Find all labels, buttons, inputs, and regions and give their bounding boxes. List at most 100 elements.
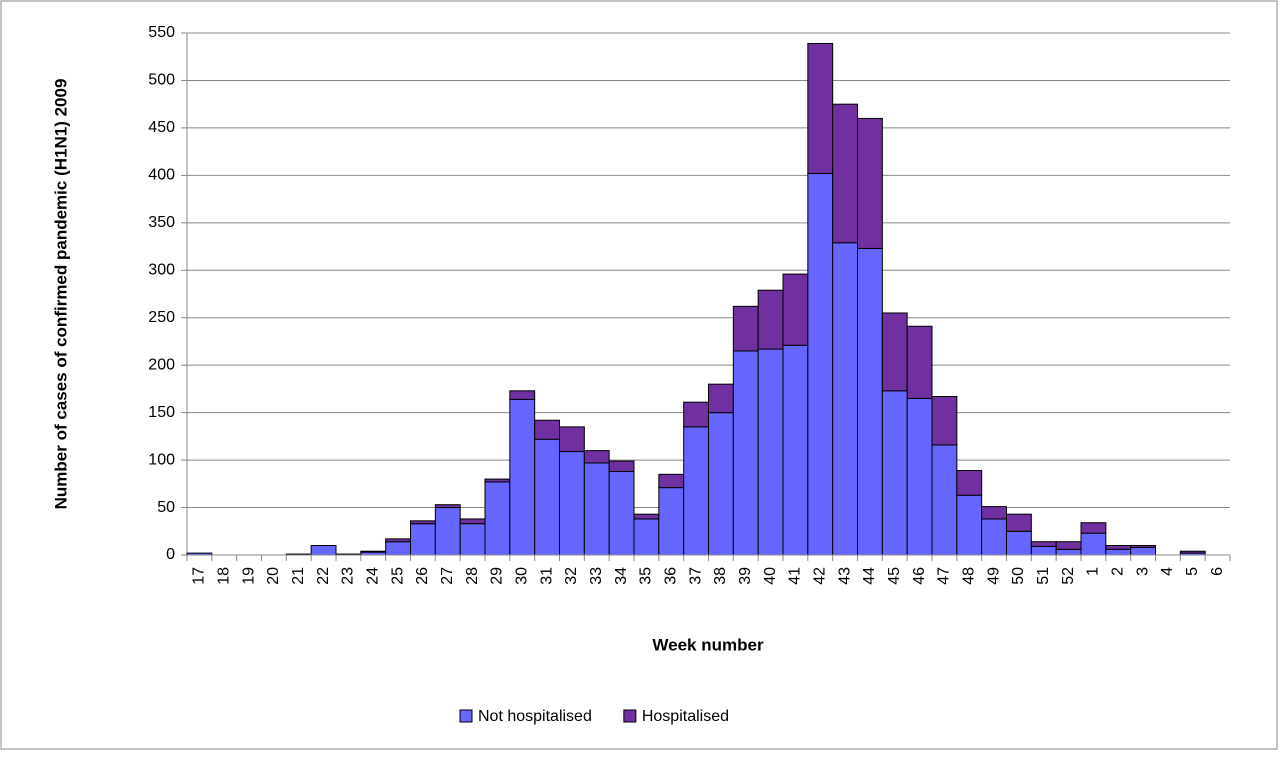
y-tick-label: 350 (148, 214, 175, 231)
bar-segment (534, 419, 561, 440)
x-tick-label: 45 (886, 567, 903, 585)
bar-segment (732, 305, 759, 352)
bar-segment (559, 451, 585, 556)
x-tick-label: 36 (662, 567, 679, 585)
bar-segment (931, 396, 958, 446)
x-tick-label: 38 (712, 567, 729, 585)
bar-segment (534, 438, 561, 556)
x-tick-label: 52 (1060, 567, 1077, 585)
x-tick-label: 25 (389, 567, 406, 585)
bar-segment (1179, 550, 1206, 554)
bar-segment (1105, 545, 1132, 550)
x-tick-label: 27 (439, 567, 456, 585)
x-tick-label: 29 (489, 567, 506, 585)
y-tick-label: 500 (148, 72, 175, 89)
legend-label: Not hospitalised (478, 708, 592, 725)
bar-segment (434, 507, 461, 556)
x-tick-label: 5 (1184, 567, 1201, 576)
bar-segment (956, 494, 983, 556)
bar-segment (633, 518, 660, 556)
x-tick-label: 3 (1134, 567, 1151, 576)
bar-segment (410, 520, 436, 525)
legend-swatch (459, 709, 473, 723)
x-tick-label: 40 (762, 567, 779, 585)
x-tick-label: 18 (215, 567, 232, 585)
x-tick-label: 21 (290, 567, 307, 585)
bar-segment (757, 348, 784, 556)
x-tick-label: 23 (340, 567, 357, 585)
bar-segment (385, 538, 411, 543)
y-tick-label: 450 (148, 119, 175, 136)
y-tick-label: 550 (148, 24, 175, 41)
bar-segment (583, 462, 610, 556)
bar-segment (956, 470, 983, 496)
x-tick-label: 1 (1085, 567, 1102, 576)
bar-segment (1030, 545, 1057, 556)
x-tick-label: 41 (787, 567, 804, 585)
bar-segment (782, 344, 809, 556)
x-tick-label: 39 (737, 567, 754, 585)
bar-segment (708, 412, 734, 556)
y-tick-label: 300 (148, 261, 175, 278)
y-tick-label: 100 (148, 451, 175, 468)
x-tick-label: 32 (563, 567, 580, 585)
bar-segment (385, 541, 411, 556)
legend-swatch (623, 709, 637, 723)
y-axis-title: Number of cases of confirmed pandemic (H… (51, 79, 70, 510)
bar-segment (1080, 532, 1107, 556)
legend-label: Hospitalised (642, 708, 729, 725)
y-tick-label: 0 (166, 546, 175, 563)
bar-segment (981, 506, 1008, 520)
bar-segment (683, 401, 710, 428)
bar-segment (310, 545, 337, 556)
bar-segment (509, 398, 536, 556)
bar-segment (906, 325, 933, 399)
bar-segment (658, 473, 685, 489)
bar-segment (1130, 546, 1156, 556)
x-tick-label: 17 (191, 567, 208, 585)
bar-segment (881, 312, 908, 392)
x-tick-label: 20 (265, 567, 282, 585)
bar-segment (807, 42, 834, 174)
x-tick-label: 19 (240, 567, 257, 585)
y-tick-label: 250 (148, 309, 175, 326)
bar-segment (633, 513, 660, 520)
x-tick-label: 31 (538, 567, 555, 585)
bar-segment (708, 383, 734, 414)
x-axis-title: Week number (652, 635, 764, 654)
bar-segment (1030, 541, 1057, 547)
x-tick-label: 24 (364, 567, 381, 585)
bar-segment (1006, 530, 1032, 556)
bar-segment (832, 103, 859, 244)
bar-segment (360, 550, 387, 553)
x-tick-label: 48 (960, 567, 977, 585)
x-tick-label: 33 (588, 567, 605, 585)
bar-segment (832, 242, 859, 556)
bar-segment (608, 460, 635, 472)
bar-segment (857, 117, 883, 249)
y-tick-label: 200 (148, 356, 175, 373)
x-tick-label: 30 (513, 567, 530, 585)
bar-segment (459, 518, 486, 525)
bar-segment (857, 247, 883, 556)
bar-segment (1055, 541, 1082, 550)
x-tick-label: 4 (1159, 567, 1176, 576)
bar-segment (509, 390, 536, 400)
bar-segment (1105, 548, 1132, 556)
x-tick-label: 28 (464, 567, 481, 585)
bar-segment (608, 470, 635, 556)
x-tick-label: 2 (1109, 567, 1126, 576)
bar-segment (757, 289, 784, 350)
x-tick-label: 34 (613, 567, 630, 585)
x-tick-label: 47 (936, 567, 953, 585)
bar-segment (559, 426, 585, 453)
x-tick-label: 46 (911, 567, 928, 585)
y-tick-label: 400 (148, 167, 175, 184)
bar-segment (881, 390, 908, 556)
x-tick-label: 37 (687, 567, 704, 585)
bar-segment (1080, 522, 1107, 534)
bar-segment (981, 518, 1008, 556)
bar-segment (583, 450, 610, 464)
